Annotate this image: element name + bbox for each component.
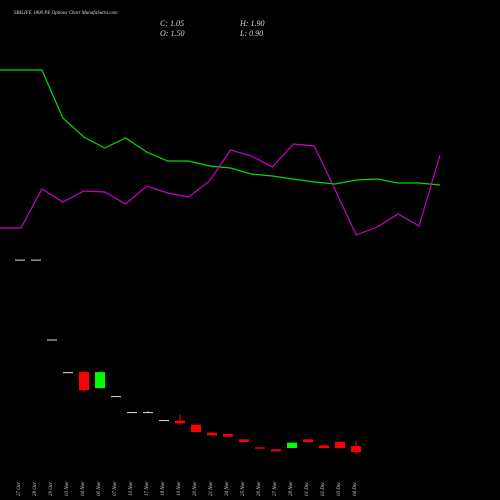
candle-body (143, 412, 153, 414)
candle-body (95, 372, 105, 389)
x-tick-label: 03 Dec (337, 481, 342, 496)
x-tick-label: 20 Nov (193, 481, 198, 496)
x-tick-label: 03 Nov (65, 481, 70, 496)
candle-body (191, 424, 201, 433)
candle-body (159, 420, 169, 422)
candle-body (127, 412, 137, 414)
candle-body (351, 446, 361, 453)
x-tick-label: 18 Nov (161, 481, 166, 496)
chart-title: SBILIFE 1800 PE Options Chart MunafaSutr… (14, 11, 118, 16)
candle-body (79, 372, 89, 391)
x-tick-label: 10 Nov (129, 481, 134, 496)
info-close: C: 1.05 (160, 19, 184, 28)
line-series (0, 143, 441, 236)
x-tick-label: 25 Nov (241, 481, 246, 496)
x-tick-label: 29 Oct (49, 482, 54, 496)
x-tick-label: 06 Nov (97, 481, 102, 496)
x-tick-label: 19 Nov (177, 481, 182, 496)
candle-body (287, 442, 297, 449)
info-high: H: 1.90 (239, 19, 264, 28)
x-tick-label: 01 Dec (305, 481, 310, 496)
candle-body (255, 447, 265, 449)
x-tick-label: 28 Nov (289, 481, 294, 496)
candle-body (63, 372, 73, 374)
candle-body (319, 445, 329, 449)
candle-body (111, 396, 121, 398)
x-tick-label: 21 Nov (209, 481, 214, 496)
x-tick-label: 17 Nov (145, 481, 150, 496)
x-tick-label: 04 Dec (353, 481, 358, 496)
x-tick-label: 28 Oct (33, 482, 38, 496)
info-low: L: 0.90 (239, 29, 263, 38)
candle-body (47, 339, 57, 341)
candle-body (223, 434, 233, 437)
x-tick-label: 07 Nov (113, 481, 118, 496)
candle-body (239, 439, 249, 443)
candle-body (15, 259, 25, 261)
x-tick-label: 27 Oct (17, 482, 22, 496)
candle-body (271, 449, 281, 452)
x-tick-label: 27 Nov (273, 481, 278, 496)
line-series (0, 69, 441, 186)
x-tick-label: 26 Nov (257, 481, 262, 496)
candle-body (31, 259, 41, 261)
info-open: O: 1.50 (160, 29, 184, 38)
x-tick-label: 04 Nov (81, 481, 86, 496)
candle-body (303, 439, 313, 443)
x-tick-label: 02 Dec (321, 481, 326, 496)
candle-body (175, 420, 185, 424)
x-tick-label: 24 Nov (225, 481, 230, 496)
candle-body (335, 442, 345, 449)
candle-body (207, 432, 217, 436)
